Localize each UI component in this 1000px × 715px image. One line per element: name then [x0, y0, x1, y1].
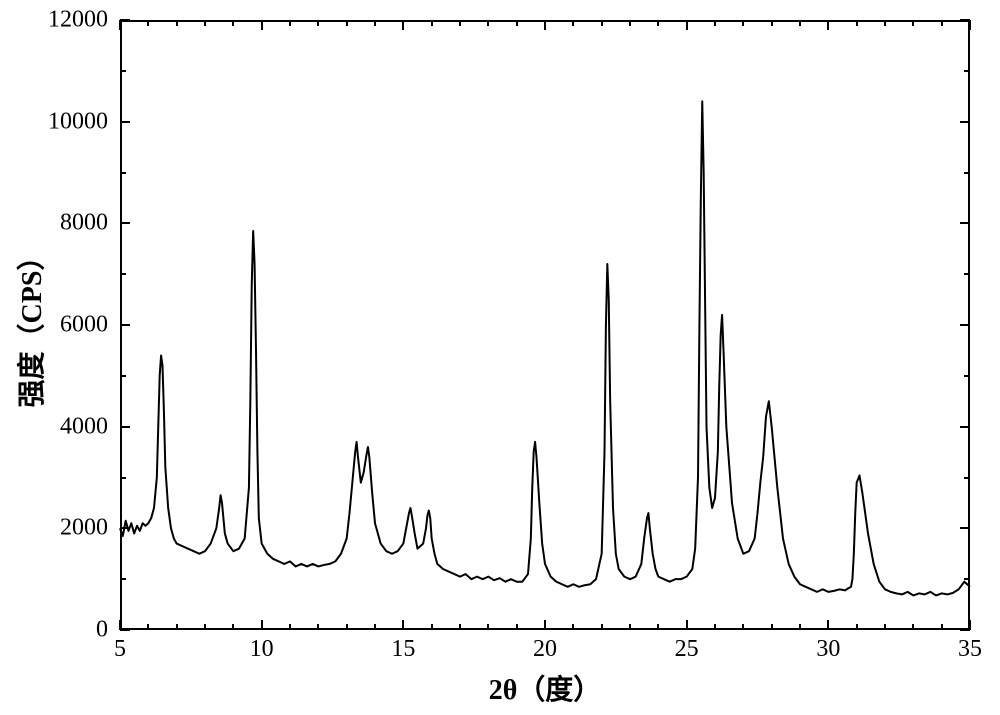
xtick-label: 35 [958, 636, 982, 663]
x-axis-label: 2θ（度） [489, 668, 602, 708]
xtick-label: 15 [391, 636, 415, 663]
ytick-label: 8000 [0, 210, 108, 237]
ytick-label: 4000 [0, 413, 108, 440]
xrd-chart: 020004000600080001000012000 510152025303… [0, 0, 1000, 715]
ytick-label: 0 [0, 617, 108, 644]
xtick-label: 30 [816, 636, 840, 663]
xtick-label: 5 [114, 636, 126, 663]
y-axis-label: 强度（CPS） [10, 243, 50, 408]
xtick-label: 10 [250, 636, 274, 663]
ytick-label: 12000 [0, 7, 108, 34]
xtick-label: 25 [675, 636, 699, 663]
ytick-label: 2000 [0, 515, 108, 542]
spectrum-line [0, 0, 1000, 715]
ytick-label: 10000 [0, 108, 108, 135]
xtick-label: 20 [533, 636, 557, 663]
